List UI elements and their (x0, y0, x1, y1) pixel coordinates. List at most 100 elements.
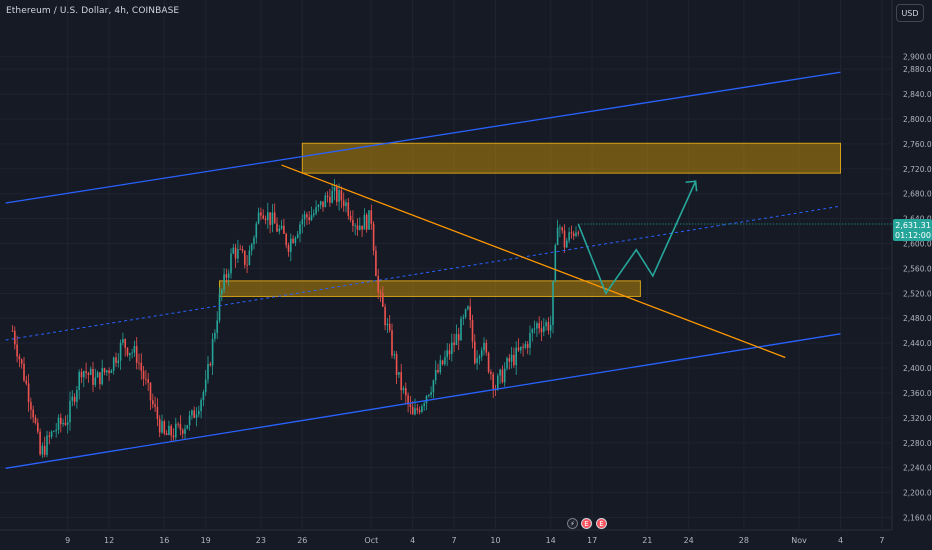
candle-body (73, 396, 76, 402)
candle-body (313, 213, 315, 216)
candle-body (27, 383, 30, 403)
candle-body (428, 394, 430, 396)
price-tick-label: 2,480.00 (903, 314, 932, 323)
candle-body (239, 249, 241, 250)
candle-body (506, 358, 508, 369)
candle-body (455, 334, 458, 346)
time-tick-label: 19 (201, 536, 211, 545)
candle-body (333, 187, 336, 191)
candle-body (135, 345, 138, 363)
price-badge-bg (893, 219, 932, 241)
price-tick-label: 2,320.00 (903, 414, 932, 423)
candle-body (398, 372, 400, 375)
candle-body (276, 223, 278, 232)
candle-body (517, 347, 520, 351)
candle-body (96, 372, 99, 378)
candle-body (237, 249, 239, 259)
candle-body (402, 388, 405, 391)
candle-body (152, 400, 154, 405)
channel-upper-line[interactable] (5, 71, 841, 204)
candle-body (423, 403, 425, 407)
candle-body (409, 404, 412, 407)
candle-body (267, 212, 269, 221)
candle-body (110, 370, 113, 374)
candle-body (64, 422, 67, 425)
candle-body (23, 363, 25, 381)
candle-body (400, 372, 402, 391)
candle-body (331, 190, 333, 203)
candle-body (354, 225, 356, 227)
candle-body (227, 273, 230, 278)
candle-body (365, 214, 368, 230)
candle-body (457, 334, 460, 341)
candle-body (55, 429, 57, 432)
candle-body (464, 309, 467, 318)
time-tick-label: Nov (791, 536, 807, 545)
candle-body (529, 333, 531, 348)
candle-body (416, 408, 419, 411)
candle-body (232, 247, 235, 254)
time-tick-label: 28 (739, 536, 749, 545)
price-tick-label: 2,760.00 (903, 140, 932, 149)
candle-body (124, 339, 126, 348)
candle-body (342, 200, 345, 207)
candle-body (538, 323, 540, 329)
projection-path[interactable] (577, 180, 697, 296)
candle-body (338, 190, 340, 202)
time-axis[interactable]: 9 12 16 19 23 26 Oct 4 7 10 14 17 21 24 28 Nov 4 7 (0, 529, 892, 545)
flash-event-icon[interactable]: ⚡ (567, 518, 578, 529)
candle-body (317, 205, 320, 208)
candle-body (214, 332, 216, 339)
earnings-event-icon[interactable]: E (596, 518, 607, 529)
candle-body (170, 425, 172, 436)
candle-body (563, 230, 566, 248)
candle-body (260, 212, 262, 216)
candle-body (103, 368, 106, 373)
price-tick-label: 2,720.00 (903, 165, 932, 174)
candle-body (310, 215, 313, 221)
candle-body (287, 245, 290, 252)
price-tick-label: 2,680.00 (903, 190, 932, 199)
candle-body (315, 207, 317, 214)
candle-body (421, 406, 423, 412)
candle-body (269, 212, 271, 225)
supply-zone[interactable] (301, 142, 841, 174)
candle-body (432, 380, 435, 393)
support-zone[interactable] (219, 280, 641, 297)
candle-body (437, 369, 439, 373)
candle-body (133, 345, 136, 353)
channel-median-line[interactable] (5, 205, 841, 341)
candle-body (92, 368, 94, 385)
time-tick-label: 26 (297, 536, 307, 545)
channel-lower-line[interactable] (5, 333, 841, 469)
candle-body (540, 328, 543, 332)
candle-body (165, 433, 168, 435)
candle-body (471, 320, 474, 342)
candle-body (292, 238, 294, 243)
candle-countdown-label: 01:12:00 (895, 231, 931, 240)
earnings-event-icon[interactable]: E (581, 518, 592, 529)
candle-body (119, 342, 122, 361)
price-tick-label: 2,440.00 (903, 339, 932, 348)
time-tick-label: 17 (587, 536, 597, 545)
candle-body (244, 250, 246, 265)
candle-body (200, 400, 202, 412)
time-tick-label: 7 (879, 536, 884, 545)
currency-button[interactable]: USD (896, 4, 924, 22)
time-tick-label: 16 (159, 536, 169, 545)
drawing-layer[interactable] (5, 71, 892, 469)
candle-body (490, 371, 492, 375)
candle-body (161, 421, 163, 433)
resistance-trendline[interactable] (281, 164, 786, 359)
candle-body (522, 346, 524, 348)
symbol-title[interactable]: Ethereum / U.S. Dollar, 4h, COINBASE (6, 6, 180, 16)
candle-body (101, 368, 103, 385)
candle-body (345, 202, 347, 207)
candle-body (370, 210, 373, 224)
candle-body (209, 363, 212, 366)
candle-body (549, 325, 552, 331)
candle-body (175, 423, 177, 438)
candle-body (393, 354, 396, 356)
candle-body (319, 201, 322, 206)
